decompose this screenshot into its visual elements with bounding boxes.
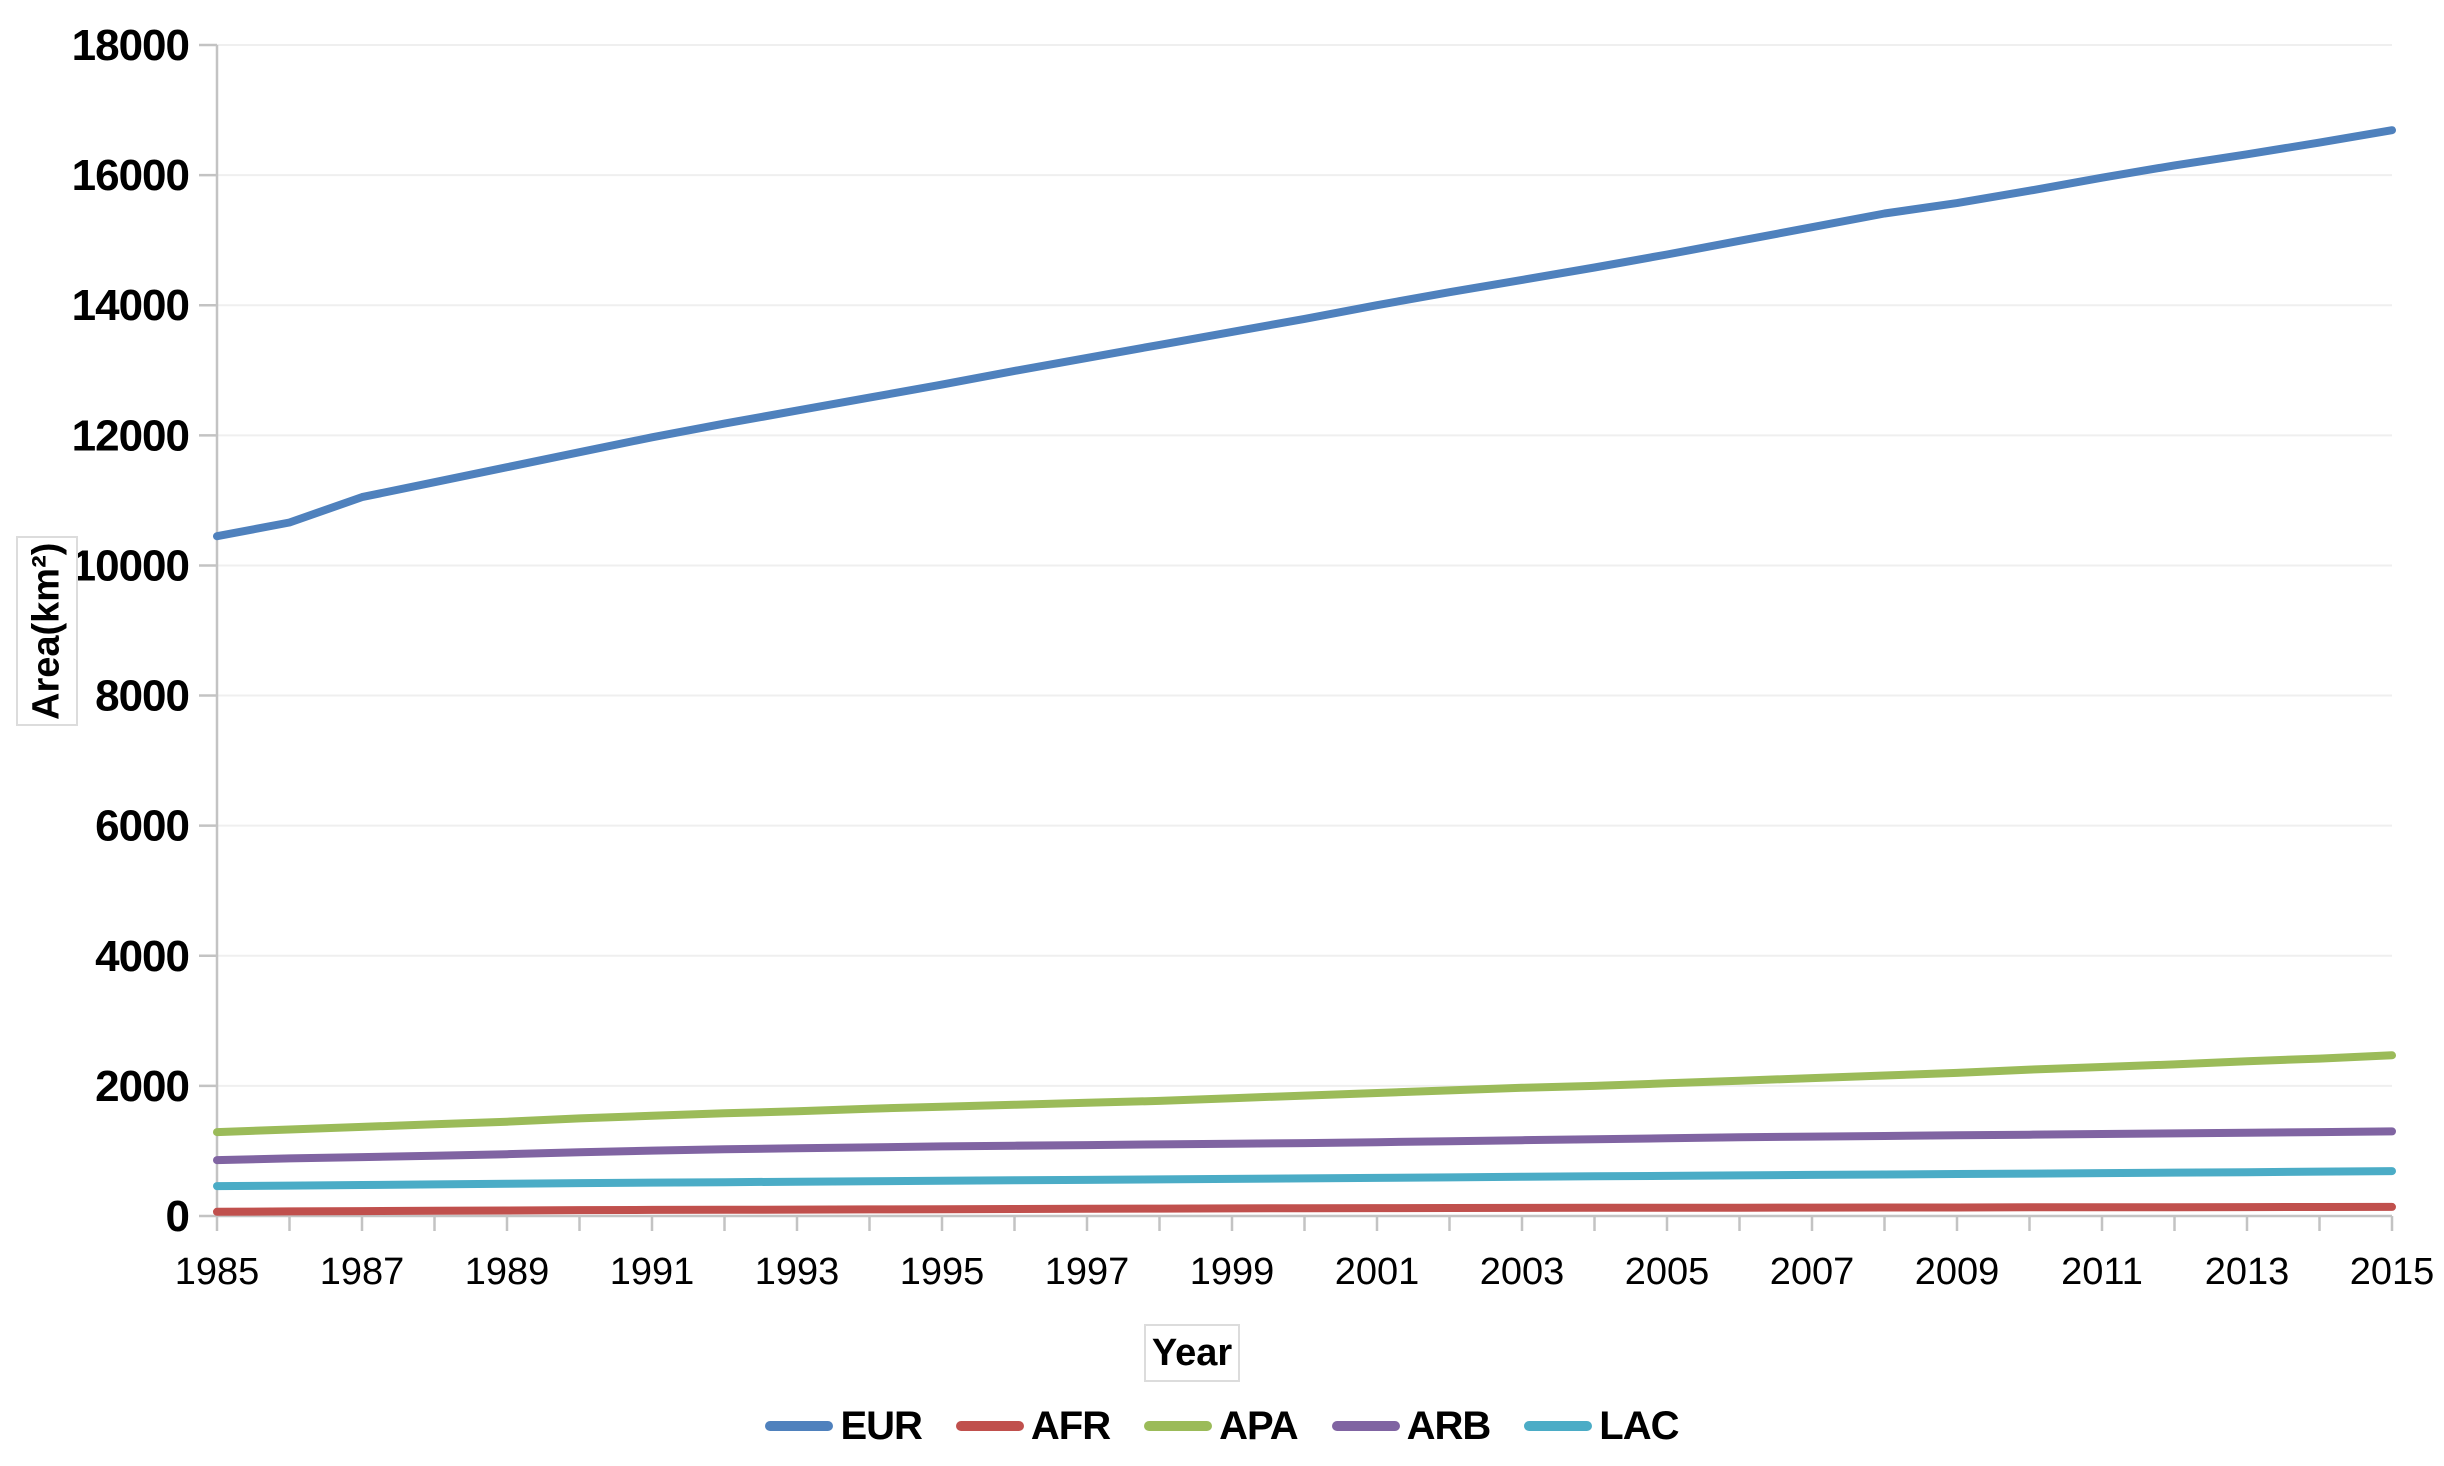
y-tick-label: 10000 [72, 541, 189, 590]
legend-swatch-ARB [1331, 1421, 1400, 1431]
legend-item-AFR: AFR [955, 1403, 1111, 1449]
y-tick-label: 18000 [72, 21, 189, 70]
legend-label-ARB: ARB [1406, 1403, 1492, 1448]
legend-swatch-EUR [765, 1421, 834, 1431]
y-tick-label: 6000 [95, 802, 189, 851]
x-tick-label: 1991 [610, 1251, 695, 1293]
legend-item-EUR: EUR [765, 1403, 923, 1449]
x-tick-label: 2003 [1480, 1251, 1565, 1293]
x-tick-label: 2011 [2061, 1251, 2143, 1293]
y-tick-label: 0 [166, 1192, 189, 1241]
legend-label-APA: APA [1219, 1403, 1298, 1448]
x-tick-label: 1985 [175, 1251, 260, 1293]
series-line-EUR [213, 126, 2396, 541]
legend: EUR AFR APA ARB LAC [0, 1398, 2444, 1454]
legend-swatch-AFR [955, 1421, 1024, 1431]
x-tick-label: 1987 [320, 1251, 405, 1293]
x-tick-label: 2015 [2350, 1251, 2435, 1293]
y-tick-label: 14000 [72, 281, 189, 330]
x-tick-label: 1995 [900, 1251, 985, 1293]
x-tick-label: 1993 [755, 1251, 840, 1293]
y-tick-label: 8000 [95, 672, 189, 721]
x-tick-label: 2013 [2205, 1251, 2290, 1293]
y-axis-title: Area(km²) [16, 536, 78, 726]
series-line-APA [213, 1051, 2396, 1137]
x-tick-label: 1989 [465, 1251, 550, 1293]
legend-label-EUR: EUR [840, 1403, 922, 1448]
y-axis-title-label: Area(km²) [25, 542, 68, 720]
legend-label-LAC: LAC [1599, 1403, 1679, 1448]
y-tick-label: 2000 [95, 1062, 189, 1111]
series-line-LAC [213, 1167, 2396, 1191]
legend-item-LAC: LAC [1524, 1403, 1680, 1449]
series-line-ARB [213, 1127, 2396, 1165]
y-tick-label: 12000 [72, 411, 189, 460]
x-tick-label: 1999 [1190, 1251, 1275, 1293]
series-line-AFR [213, 1202, 2396, 1216]
x-tick-label: 2005 [1625, 1251, 1710, 1293]
legend-item-ARB: ARB [1331, 1403, 1492, 1449]
x-axis-title: Year [1144, 1324, 1240, 1382]
x-tick-label: 2007 [1770, 1251, 1855, 1293]
legend-swatch-APA [1144, 1421, 1213, 1431]
x-tick-label: 2009 [1915, 1251, 2000, 1293]
legend-label-AFR: AFR [1030, 1403, 1111, 1448]
y-tick-label: 4000 [95, 932, 189, 981]
legend-swatch-LAC [1524, 1421, 1593, 1431]
y-tick-label: 16000 [72, 151, 189, 200]
x-tick-label: 1997 [1045, 1251, 1130, 1293]
legend-item-APA: APA [1144, 1403, 1299, 1449]
x-axis-title-label: Year [1151, 1331, 1233, 1374]
x-tick-label: 2001 [1335, 1251, 1420, 1293]
